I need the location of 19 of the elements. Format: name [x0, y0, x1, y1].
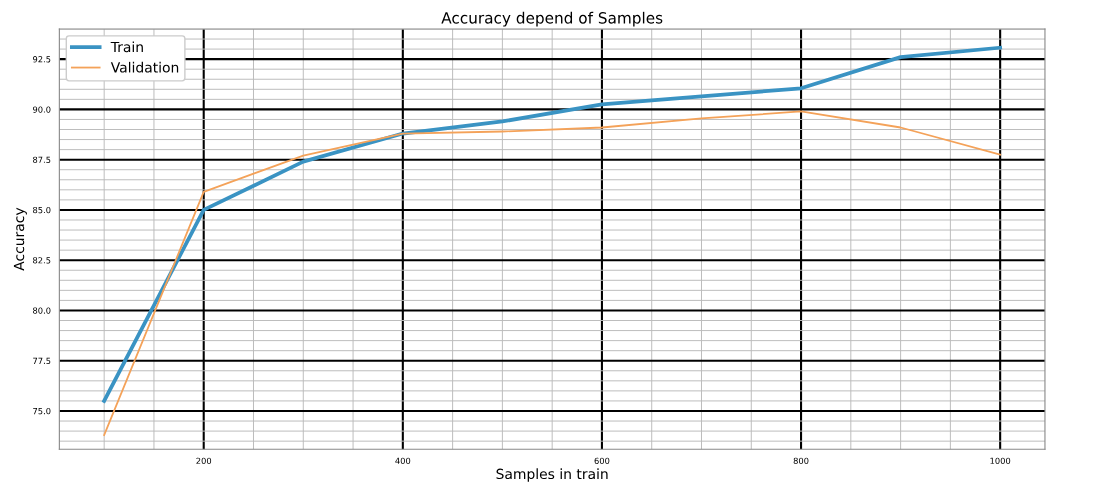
chart-title: Accuracy depend of Samples — [441, 11, 663, 27]
x-tick-label: 200 — [196, 457, 212, 464]
y-tick-label: 77.5 — [33, 357, 51, 365]
x-tick-label: 800 — [793, 457, 809, 464]
y-tick-label: 82.5 — [33, 257, 51, 264]
legend-label: Train — [110, 41, 143, 53]
y-axis-title: Accuracy — [13, 207, 27, 271]
y-tick-label: 92.5 — [33, 56, 51, 63]
y-tick-label: 75.0 — [33, 407, 51, 415]
y-tick-label: 90.0 — [33, 106, 51, 113]
y-tick-label: 80.0 — [33, 307, 51, 314]
line-series — [103, 110, 1002, 437]
x-tick-label: 400 — [395, 457, 411, 464]
legend-label: Validation — [110, 61, 179, 73]
y-tick-label: 85.0 — [33, 206, 51, 214]
x-tick-label: 600 — [594, 457, 610, 464]
x-tick-label: 1000 — [990, 457, 1011, 464]
x-axis-title: Samples in train — [496, 468, 608, 482]
y-tick-label: 87.5 — [33, 156, 51, 163]
